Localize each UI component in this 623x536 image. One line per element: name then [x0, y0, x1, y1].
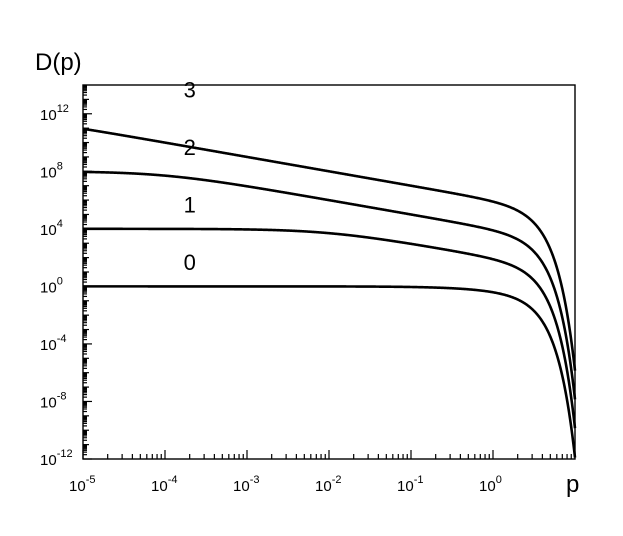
- series-label: 2: [184, 135, 196, 160]
- y-tick-label: 10-4: [40, 333, 66, 354]
- series-line: [82, 170, 577, 400]
- axis-ticks: [82, 85, 572, 460]
- y-axis-title: D(p): [35, 49, 82, 76]
- series-label: 3: [184, 77, 196, 102]
- x-tick-label: 10-4: [151, 474, 177, 495]
- y-tick-label: 10-12: [40, 448, 73, 469]
- x-tick-label: 10-3: [233, 474, 259, 495]
- series-line: [82, 227, 577, 429]
- x-tick-label: 10-2: [315, 474, 341, 495]
- series-label: 1: [184, 192, 196, 217]
- series-curves: [82, 127, 577, 458]
- series-line: [82, 285, 577, 458]
- x-tick-label: 100: [479, 474, 502, 495]
- y-tick-label: 1012: [40, 103, 69, 124]
- x-axis-title: p: [566, 471, 579, 498]
- x-tick-label: 10-1: [397, 474, 423, 495]
- series-labels: 0 1 2 3: [184, 77, 196, 275]
- y-tick-label: 10-8: [40, 390, 66, 411]
- series-label: 0: [184, 250, 196, 275]
- series-line: [82, 127, 577, 371]
- y-tick-label: 108: [40, 160, 63, 181]
- y-tick-label: 104: [40, 218, 63, 239]
- x-tick-label: 10-5: [69, 474, 95, 495]
- y-tick-label: 100: [40, 275, 63, 296]
